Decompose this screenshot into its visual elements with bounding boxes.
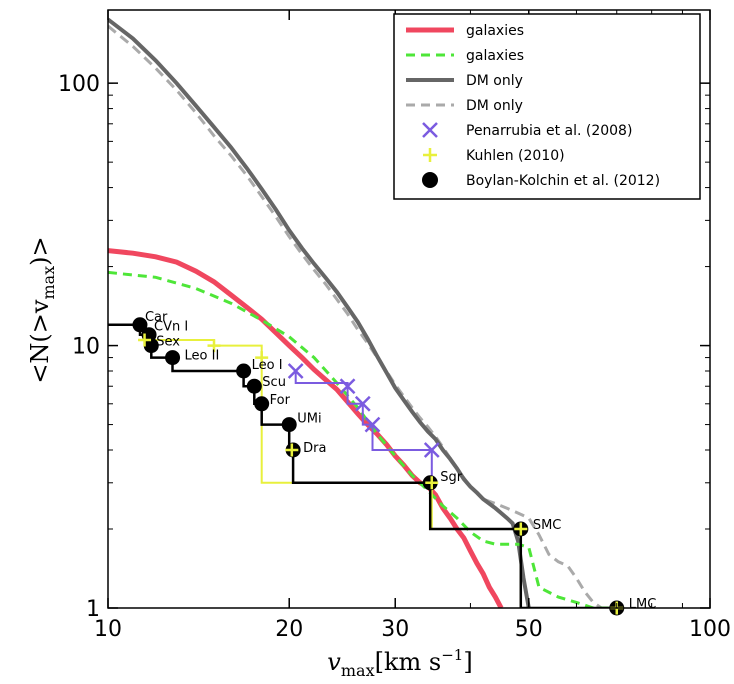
penarrubia-point bbox=[423, 442, 440, 458]
kuhlen-point bbox=[255, 351, 269, 365]
boylan-kolchin-point bbox=[165, 350, 181, 366]
legend-label: Kuhlen (2010) bbox=[466, 148, 565, 164]
point-label-sgr: Sgr bbox=[440, 470, 463, 485]
series-kuhlen-step-line bbox=[144, 339, 617, 608]
kuhlen-point bbox=[514, 522, 528, 536]
legend-label: Penarrubia et al. (2008) bbox=[466, 123, 632, 139]
legend-label: Boylan-Kolchin et al. (2012) bbox=[466, 173, 660, 189]
penarrubia-point bbox=[287, 363, 304, 379]
x-axis-title-units: [km s bbox=[375, 648, 442, 676]
kuhlen-point bbox=[138, 333, 152, 347]
x-axis-title: vmax[km s−1] bbox=[327, 646, 472, 680]
series-dm-only-dashed-line bbox=[108, 24, 603, 608]
point-label-for: For bbox=[270, 393, 291, 408]
y-axis-title-sub: max bbox=[39, 266, 58, 300]
legend-symbol bbox=[423, 148, 437, 162]
legend: galaxies galaxies DM only DM only Penarrubia… bbox=[393, 13, 701, 200]
boylan-kolchin-point bbox=[132, 317, 148, 333]
point-label-dra: Dra bbox=[303, 441, 326, 456]
penarrubia-point bbox=[364, 416, 381, 433]
legend-symbol bbox=[422, 122, 438, 138]
y-tick-label: 1 bbox=[86, 597, 100, 622]
boylan-kolchin-point bbox=[281, 417, 297, 433]
kuhlen-point bbox=[285, 443, 299, 457]
x-tick-label: 30 bbox=[381, 617, 409, 642]
x-tick-label: 50 bbox=[515, 617, 543, 642]
x-tick-label: 10 bbox=[94, 617, 122, 642]
legend-label: DM only bbox=[466, 98, 523, 114]
series-galaxies-dashed-line bbox=[108, 270, 610, 608]
penarrubia-point bbox=[354, 395, 371, 412]
point-label-umi: UMi bbox=[297, 412, 321, 427]
series-dm-only-solid-line bbox=[108, 17, 531, 608]
point-label-leo-i: Leo I bbox=[252, 358, 283, 373]
x-axis-title-close: ] bbox=[463, 648, 472, 676]
x-axis-title-main: v bbox=[327, 648, 341, 676]
y-axis-title-main: <N(>v bbox=[26, 299, 54, 384]
point-label-sex: Sex bbox=[156, 335, 180, 350]
y-tick-label: 100 bbox=[58, 72, 100, 97]
legend-label: galaxies bbox=[466, 48, 524, 64]
legend-symbol bbox=[422, 172, 438, 188]
y-tick-label: 10 bbox=[72, 335, 100, 360]
series-boylan-kolchin-step-line bbox=[108, 323, 617, 608]
point-label-leo-ii: Leo II bbox=[185, 349, 220, 364]
point-label-cvn-i: CVn I bbox=[154, 320, 188, 335]
legend-label: galaxies bbox=[466, 23, 524, 39]
boylan-kolchin-point bbox=[143, 338, 159, 354]
series-galaxies-solid-line bbox=[108, 248, 504, 608]
point-label-lmc: LMC bbox=[629, 597, 657, 612]
series-penarrubia-step-line bbox=[294, 371, 433, 483]
plot-frame bbox=[107, 9, 711, 609]
legend-label: DM only bbox=[466, 73, 523, 89]
penarrubia-point bbox=[339, 378, 356, 395]
point-label-smc: SMC bbox=[533, 518, 562, 533]
boylan-kolchin-point bbox=[236, 363, 252, 379]
x-axis-title-exp: −1 bbox=[441, 646, 463, 664]
y-axis-title-close: )> bbox=[26, 236, 54, 265]
point-label-car: Car bbox=[145, 310, 168, 325]
x-axis-title-sub: max bbox=[341, 661, 375, 680]
y-axis-title: <N(>vmax)> bbox=[26, 236, 58, 383]
x-tick-label: 100 bbox=[689, 617, 731, 642]
kuhlen-point bbox=[425, 476, 439, 490]
point-label-scu: Scu bbox=[262, 375, 286, 390]
boylan-kolchin-point bbox=[246, 378, 262, 394]
x-tick-label: 20 bbox=[275, 617, 303, 642]
boylan-kolchin-point bbox=[254, 396, 270, 412]
kuhlen-point bbox=[207, 339, 221, 353]
